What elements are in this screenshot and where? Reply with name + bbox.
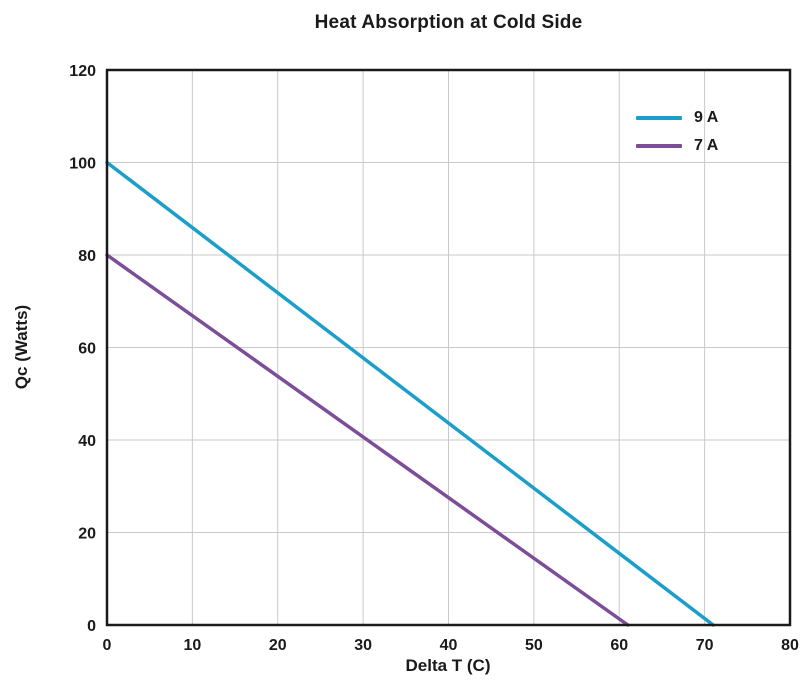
y-tick-label: 40 (78, 433, 96, 450)
y-tick-label: 20 (78, 526, 96, 543)
legend-label-9a: 9 A (694, 109, 719, 126)
legend-line-sample-7a (636, 144, 682, 148)
x-tick-label: 80 (781, 637, 799, 654)
series-line-9-a (105, 160, 715, 627)
x-tick-label: 50 (525, 637, 543, 654)
y-tick-label: 60 (78, 341, 96, 358)
legend-label-7a: 7 A (694, 137, 719, 154)
y-tick-label: 80 (78, 248, 96, 265)
y-axis-label: Qc (Watts) (12, 304, 31, 390)
x-axis-label: Delta T (C) (405, 656, 491, 675)
legend-entry-9a: 9 A (636, 108, 718, 128)
chart-title: Heat Absorption at Cold Side (314, 12, 583, 33)
series-line-7-a (105, 253, 630, 627)
legend: 9 A 7 A (636, 108, 718, 156)
y-tick-label: 120 (69, 63, 96, 80)
x-tick-label: 10 (183, 637, 201, 654)
legend-entry-7a: 7 A (636, 136, 718, 156)
x-tick-label: 0 (103, 637, 112, 654)
x-tick-label: 70 (696, 637, 714, 654)
y-tick-label: 0 (87, 618, 96, 635)
axis-box (105, 68, 792, 627)
x-tick-label: 60 (610, 637, 628, 654)
x-tick-label: 20 (269, 637, 287, 654)
x-tick-label: 40 (440, 637, 458, 654)
legend-line-sample-9a (636, 116, 682, 120)
x-tick-label: 30 (354, 637, 372, 654)
y-tick-label: 100 (69, 156, 96, 173)
